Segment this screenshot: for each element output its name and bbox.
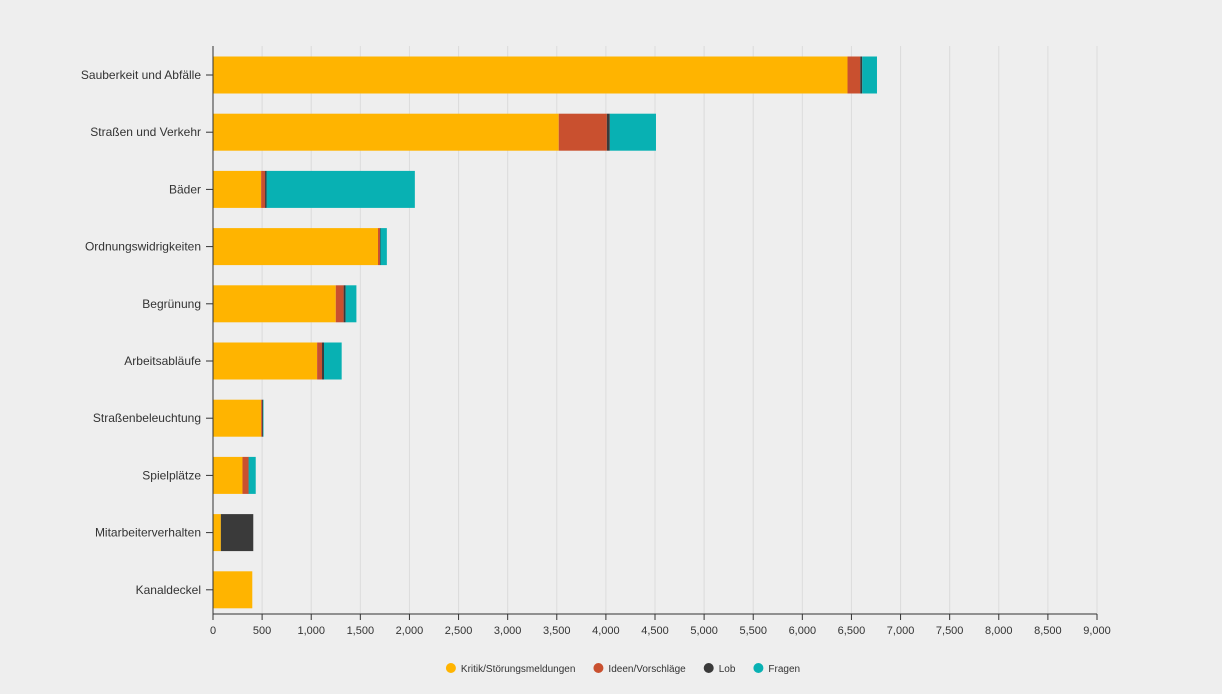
y-tick-label: Begrünung bbox=[142, 297, 201, 311]
x-tick-label: 4,500 bbox=[641, 625, 669, 637]
bar-segment bbox=[860, 57, 862, 94]
bar-segment bbox=[344, 285, 346, 322]
legend-item[interactable]: Lob bbox=[704, 663, 736, 675]
legend-swatch-icon bbox=[446, 663, 456, 673]
bar-segment bbox=[213, 343, 317, 380]
bar-segment bbox=[213, 514, 221, 551]
y-tick-label: Kanaldeckel bbox=[136, 583, 201, 597]
bar-segment bbox=[317, 343, 322, 380]
x-tick-label: 500 bbox=[253, 625, 271, 637]
legend-item[interactable]: Fragen bbox=[753, 663, 800, 675]
y-tick-label: Bäder bbox=[169, 182, 201, 196]
x-tick-label: 2,500 bbox=[445, 625, 473, 637]
y-tick-label: Spielplätze bbox=[142, 468, 201, 482]
bar-segment bbox=[249, 457, 256, 494]
bar-segment bbox=[862, 57, 877, 94]
legend: Kritik/Störungsmeldungen Ideen/Vorschläge… bbox=[446, 663, 800, 675]
bar-segment bbox=[213, 285, 336, 322]
bar-segment bbox=[213, 114, 559, 151]
bar-segment bbox=[265, 171, 266, 208]
x-tick-label: 6,000 bbox=[789, 625, 817, 637]
bar-segment bbox=[607, 114, 610, 151]
x-tick-label: 8,500 bbox=[1034, 625, 1062, 637]
legend-swatch-icon bbox=[704, 663, 714, 673]
bar-segment bbox=[380, 228, 386, 265]
bar-segment bbox=[267, 171, 415, 208]
bar-segment bbox=[378, 228, 380, 265]
x-tick-label: 0 bbox=[210, 625, 216, 637]
bar-segment bbox=[213, 57, 848, 94]
y-tick-label: Sauberkeit und Abfälle bbox=[81, 68, 201, 82]
x-tick-label: 8,000 bbox=[985, 625, 1013, 637]
bar-segment bbox=[221, 514, 253, 551]
y-tick-label: Mitarbeiterverhalten bbox=[95, 526, 201, 540]
x-tick-label: 3,500 bbox=[543, 625, 571, 637]
x-tick-label: 1,500 bbox=[347, 625, 375, 637]
y-tick-label: Arbeitsabläufe bbox=[124, 354, 201, 368]
legend-item[interactable]: Ideen/Vorschläge bbox=[593, 663, 686, 675]
x-tick-label: 1,000 bbox=[297, 625, 325, 637]
bar-segment bbox=[261, 400, 262, 437]
bar-segment bbox=[559, 114, 607, 151]
bar-layer bbox=[213, 57, 877, 609]
y-tick-label: Ordnungswidrigkeiten bbox=[85, 240, 201, 254]
bar-segment bbox=[262, 400, 263, 437]
x-tick-label: 7,000 bbox=[887, 625, 915, 637]
x-tick-label: 3,000 bbox=[494, 625, 522, 637]
x-tick-label: 6,500 bbox=[838, 625, 866, 637]
legend-label: Kritik/Störungsmeldungen bbox=[461, 664, 576, 675]
bar-segment bbox=[213, 400, 261, 437]
bar-segment bbox=[848, 57, 861, 94]
x-tick-label: 5,000 bbox=[690, 625, 718, 637]
legend-swatch-icon bbox=[593, 663, 603, 673]
legend-swatch-icon bbox=[753, 663, 763, 673]
bar-segment bbox=[346, 285, 357, 322]
bar-segment bbox=[242, 457, 248, 494]
bar-segment bbox=[336, 285, 344, 322]
x-tick-label: 9,000 bbox=[1083, 625, 1111, 637]
x-tick-label: 7,500 bbox=[936, 625, 964, 637]
y-tick-label: Straßen und Verkehr bbox=[90, 125, 201, 139]
legend-label: Lob bbox=[719, 664, 736, 675]
x-tick-label: 2,000 bbox=[396, 625, 424, 637]
legend-label: Fragen bbox=[768, 664, 800, 675]
y-tick-label: Straßenbeleuchtung bbox=[93, 411, 201, 425]
bar-segment bbox=[213, 571, 252, 608]
legend-item[interactable]: Kritik/Störungsmeldungen bbox=[446, 663, 576, 675]
bar-segment bbox=[261, 171, 265, 208]
bar-segment bbox=[324, 343, 342, 380]
bar-segment bbox=[610, 114, 656, 151]
legend-label: Ideen/Vorschläge bbox=[608, 664, 686, 675]
bar-segment bbox=[322, 343, 324, 380]
bar-segment bbox=[213, 457, 242, 494]
bar-segment bbox=[213, 171, 261, 208]
x-tick-label: 5,500 bbox=[739, 625, 767, 637]
x-tick-label: 4,000 bbox=[592, 625, 620, 637]
bar-segment bbox=[213, 228, 378, 265]
